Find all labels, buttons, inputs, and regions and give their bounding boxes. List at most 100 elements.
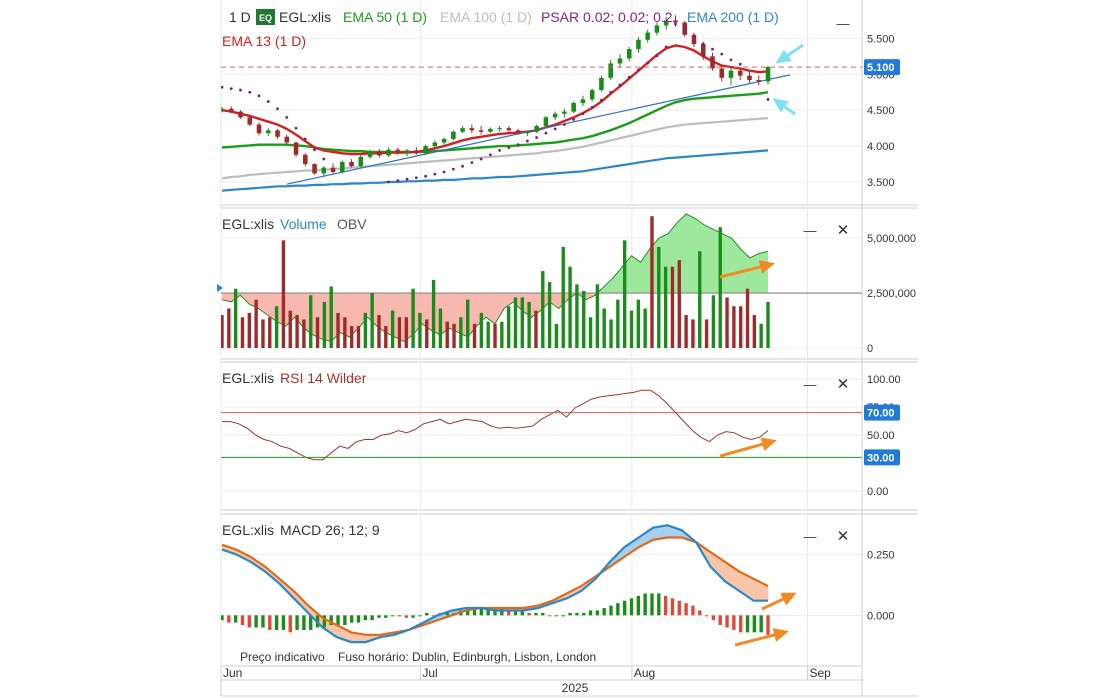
candle[interactable] bbox=[478, 130, 484, 132]
volume-bar[interactable] bbox=[384, 326, 388, 348]
macd-histogram-bar[interactable] bbox=[261, 615, 265, 628]
volume-bar[interactable] bbox=[622, 240, 627, 348]
ema200-line[interactable] bbox=[221, 149, 769, 192]
candle[interactable] bbox=[700, 44, 706, 57]
volume-bar[interactable] bbox=[541, 271, 545, 348]
volume-bar[interactable] bbox=[506, 306, 511, 348]
macd-histogram-bar[interactable] bbox=[233, 615, 238, 623]
candle[interactable] bbox=[599, 77, 604, 91]
volume-bar[interactable] bbox=[431, 279, 436, 348]
obv-line[interactable] bbox=[221, 213, 769, 342]
volume-bar[interactable] bbox=[247, 312, 251, 348]
volume-symbol-label[interactable]: EGL:xlis bbox=[222, 216, 274, 232]
candle[interactable] bbox=[552, 113, 558, 118]
legend-ema50[interactable]: EMA 50 (1 D) bbox=[343, 9, 427, 25]
volume-bar[interactable] bbox=[336, 312, 340, 348]
volume-bar[interactable] bbox=[493, 323, 497, 348]
volume-bar[interactable] bbox=[322, 301, 327, 348]
macd-histogram-bar[interactable] bbox=[636, 595, 641, 616]
macd-histogram-bar[interactable] bbox=[725, 615, 729, 628]
candle[interactable] bbox=[238, 111, 243, 118]
volume-bar[interactable] bbox=[445, 321, 449, 348]
macd-histogram-bar[interactable] bbox=[295, 615, 299, 630]
candle[interactable] bbox=[441, 138, 447, 143]
candle[interactable] bbox=[636, 39, 641, 50]
legend-ema200[interactable]: EMA 200 (1 D) bbox=[687, 9, 779, 25]
period-label[interactable]: 1 D bbox=[229, 9, 251, 25]
volume-bar[interactable] bbox=[261, 319, 265, 348]
candle[interactable] bbox=[719, 68, 725, 78]
macd-histogram-bar[interactable] bbox=[281, 615, 286, 630]
macd-histogram-bar[interactable] bbox=[384, 615, 388, 618]
volume-bar[interactable] bbox=[691, 319, 695, 348]
macd-histogram-bar[interactable] bbox=[568, 612, 572, 616]
macd-histogram-bar[interactable] bbox=[500, 608, 504, 616]
candle[interactable] bbox=[663, 20, 669, 26]
volume-bar[interactable] bbox=[739, 306, 743, 348]
candle[interactable] bbox=[321, 167, 327, 174]
candle[interactable] bbox=[497, 128, 502, 130]
legend-volume[interactable]: Volume bbox=[280, 216, 327, 232]
candle[interactable] bbox=[525, 131, 530, 134]
ema100-line[interactable] bbox=[221, 117, 769, 180]
macd-histogram-bar[interactable] bbox=[616, 603, 620, 616]
symbol-label[interactable]: EGL:xlis bbox=[279, 9, 331, 25]
macd-histogram-bar[interactable] bbox=[650, 593, 654, 616]
macd-histogram-bar[interactable] bbox=[561, 615, 565, 617]
macd-histogram-bar[interactable] bbox=[370, 615, 374, 621]
volume-bar[interactable] bbox=[609, 319, 613, 348]
price-minimize-button[interactable]: — bbox=[837, 16, 850, 31]
macd-histogram-bar[interactable] bbox=[329, 615, 333, 626]
volume-bar[interactable] bbox=[766, 301, 770, 348]
macd-histogram-bar[interactable] bbox=[240, 615, 245, 626]
macd-histogram-bar[interactable] bbox=[247, 615, 251, 628]
macd-histogram-bar[interactable] bbox=[486, 608, 490, 616]
macd-histogram-bar[interactable] bbox=[268, 615, 272, 630]
candle[interactable] bbox=[358, 156, 364, 167]
macd-histogram-bar[interactable] bbox=[711, 615, 716, 621]
candle[interactable] bbox=[765, 67, 771, 82]
macd-histogram-bar[interactable] bbox=[534, 612, 538, 616]
macd-histogram-bar[interactable] bbox=[309, 615, 313, 630]
volume-bar[interactable] bbox=[513, 297, 518, 348]
volume-bar[interactable] bbox=[390, 310, 395, 348]
candle[interactable] bbox=[293, 142, 299, 155]
macd-histogram-bar[interactable] bbox=[227, 615, 231, 623]
macd-histogram-bar[interactable] bbox=[718, 615, 722, 626]
macd-histogram-bar[interactable] bbox=[527, 612, 531, 616]
candle[interactable] bbox=[673, 20, 678, 23]
volume-close-button[interactable]: ✕ bbox=[837, 222, 850, 239]
candle[interactable] bbox=[414, 150, 419, 154]
macd-histogram-bar[interactable] bbox=[752, 615, 757, 633]
candle[interactable] bbox=[284, 136, 290, 143]
volume-bar[interactable] bbox=[500, 321, 504, 348]
candle[interactable] bbox=[691, 34, 697, 45]
volume-bar[interactable] bbox=[472, 323, 477, 348]
volume-bar[interactable] bbox=[670, 266, 675, 348]
volume-bar[interactable] bbox=[370, 293, 374, 348]
macd-histogram-bar[interactable] bbox=[541, 612, 545, 616]
candle[interactable] bbox=[256, 124, 262, 134]
candle[interactable] bbox=[580, 99, 586, 103]
volume-bar[interactable] bbox=[698, 251, 702, 348]
volume-bar[interactable] bbox=[534, 310, 538, 348]
volume-bar[interactable] bbox=[459, 317, 463, 348]
ema50-line[interactable] bbox=[221, 91, 769, 154]
macd-histogram-bar[interactable] bbox=[766, 615, 770, 635]
macd-histogram-bar[interactable] bbox=[759, 615, 763, 633]
candle[interactable] bbox=[608, 63, 613, 78]
macd-histogram-bar[interactable] bbox=[739, 615, 743, 633]
candle[interactable] bbox=[562, 111, 567, 114]
macd-histogram-bar[interactable] bbox=[677, 600, 681, 616]
macd-histogram-bar[interactable] bbox=[506, 610, 511, 616]
volume-bar[interactable] bbox=[616, 299, 620, 348]
volume-bar[interactable] bbox=[438, 308, 443, 348]
volume-bar[interactable] bbox=[718, 227, 722, 348]
macd-histogram-bar[interactable] bbox=[745, 615, 750, 633]
candle[interactable] bbox=[488, 128, 493, 132]
macd-histogram-bar[interactable] bbox=[609, 605, 613, 616]
candle[interactable] bbox=[349, 161, 354, 167]
candle[interactable] bbox=[645, 32, 650, 40]
macd-histogram-bar[interactable] bbox=[356, 615, 361, 623]
legend-rsi[interactable]: RSI 14 Wilder bbox=[280, 370, 367, 386]
